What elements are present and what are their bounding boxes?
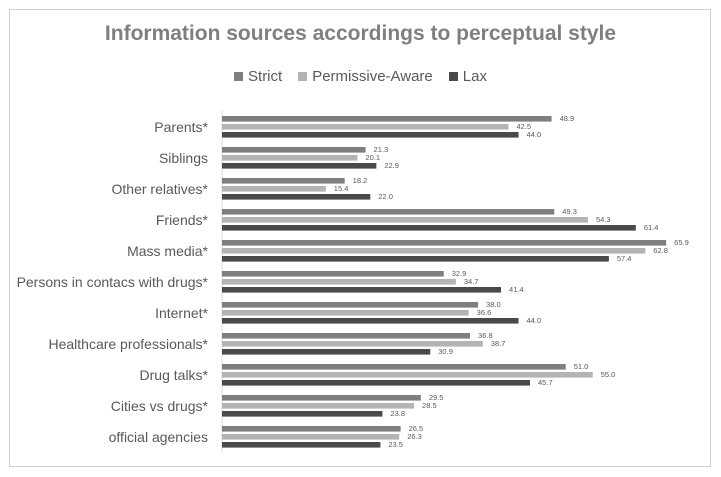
bar [222, 147, 366, 153]
data-label: 32.9 [452, 269, 467, 278]
bar [222, 155, 358, 161]
data-label: 28.5 [422, 401, 437, 410]
bar [222, 403, 415, 409]
data-label: 26.5 [409, 424, 424, 433]
data-label: 44.0 [527, 316, 542, 325]
data-label: 20.1 [365, 153, 380, 162]
data-label: 48.9 [560, 114, 575, 123]
bar [222, 411, 383, 417]
bar [222, 310, 469, 316]
bar [222, 217, 588, 223]
legend-swatch [298, 72, 308, 81]
data-label: 38.0 [486, 300, 501, 309]
data-label: 57.4 [617, 254, 632, 263]
category-label: Friends* [156, 212, 209, 228]
data-label: 45.7 [538, 378, 553, 387]
data-label: 29.5 [429, 393, 444, 402]
bar [222, 380, 531, 386]
chart-title: Information sources accordings to percep… [104, 22, 617, 45]
data-label: 36.6 [477, 308, 492, 317]
category-label: Siblings [159, 150, 208, 166]
bar [222, 442, 381, 448]
data-label: 23.8 [390, 409, 405, 418]
bar [222, 434, 400, 440]
bar [222, 116, 552, 122]
category-label: Cities vs drugs* [111, 398, 209, 414]
bar [222, 178, 345, 184]
bar [222, 209, 555, 215]
legend-swatch [234, 72, 244, 81]
category-label: Other relatives* [112, 181, 209, 197]
bar [222, 256, 609, 262]
category-label: Persons in contacs with drugs* [17, 274, 209, 290]
legend-item: Lax [448, 68, 487, 85]
data-label: 22.0 [378, 192, 393, 201]
data-label: 22.9 [384, 161, 399, 170]
bar [222, 124, 509, 130]
bar [222, 248, 646, 254]
category-label: Internet* [155, 305, 208, 321]
bar [222, 426, 401, 432]
legend-label: Strict [248, 68, 283, 85]
bar [222, 341, 483, 347]
bar [222, 395, 421, 401]
data-label: 36.8 [478, 331, 493, 340]
data-label: 26.3 [407, 432, 422, 441]
legend-label: Permissive-Aware [312, 68, 433, 85]
chart-frame [9, 9, 711, 467]
data-label: 30.9 [438, 347, 453, 356]
data-label: 41.4 [509, 285, 524, 294]
legend: Strict Permissive-Aware Lax [0, 68, 721, 85]
bar [222, 287, 502, 293]
category-label: Mass media* [127, 243, 208, 259]
legend-label: Lax [462, 68, 487, 85]
bar [222, 132, 519, 138]
data-label: 65.9 [674, 238, 689, 247]
category-label: Parents* [154, 119, 208, 135]
category-label: official agencies [109, 429, 208, 445]
bar [222, 279, 456, 285]
data-label: 61.4 [644, 223, 659, 232]
bar [222, 194, 371, 200]
data-label: 18.2 [353, 176, 368, 185]
legend-swatch [448, 72, 458, 81]
data-label: 15.4 [334, 184, 349, 193]
legend-item: Strict [234, 68, 282, 85]
bar [222, 318, 519, 324]
bar [222, 163, 377, 169]
data-label: 34.7 [464, 277, 479, 286]
data-label: 51.0 [574, 362, 589, 371]
data-label: 55.0 [601, 370, 616, 379]
data-label: 23.5 [388, 440, 403, 449]
legend-item: Permissive-Aware [298, 68, 433, 85]
bar [222, 349, 431, 355]
data-label: 62.8 [653, 246, 668, 255]
data-label: 42.5 [516, 122, 531, 131]
data-label: 21.3 [374, 145, 389, 154]
data-label: 49.3 [562, 207, 577, 216]
bar [222, 240, 667, 246]
data-label: 44.0 [527, 130, 542, 139]
bar [222, 225, 636, 231]
bar [222, 364, 566, 370]
data-label: 54.3 [596, 215, 611, 224]
bar [222, 186, 326, 192]
category-label: Healthcare professionals* [48, 336, 208, 352]
bar [222, 372, 593, 378]
data-label: 38.7 [491, 339, 506, 348]
bar [222, 302, 479, 308]
bar [222, 333, 471, 339]
bar [222, 271, 444, 277]
category-label: Drug talks* [140, 367, 209, 383]
